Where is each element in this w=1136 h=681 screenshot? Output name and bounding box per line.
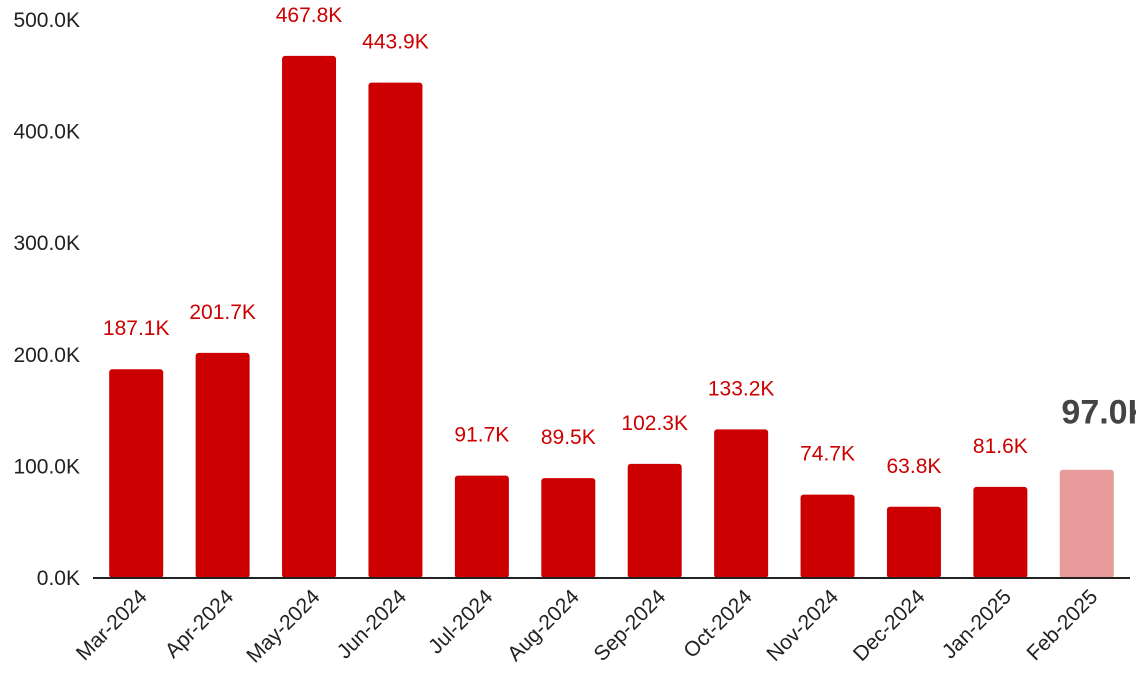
x-tick-label: Sep-2024 bbox=[590, 585, 671, 666]
bar bbox=[886, 506, 941, 578]
x-tick-label: May-2024 bbox=[242, 585, 325, 668]
data-label: 102.3K bbox=[621, 412, 688, 435]
data-label: 63.8K bbox=[887, 455, 942, 478]
x-tick-label: Jan-2025 bbox=[938, 585, 1016, 663]
data-label: 91.7K bbox=[454, 424, 509, 447]
x-tick-label: Jul-2024 bbox=[424, 585, 497, 658]
bar bbox=[109, 369, 164, 578]
x-tick-label: Jun-2024 bbox=[333, 585, 411, 663]
y-tick-label: 300.0K bbox=[13, 232, 80, 255]
bar bbox=[282, 55, 337, 579]
bar bbox=[973, 486, 1028, 578]
x-tick-label: Apr-2024 bbox=[161, 585, 239, 663]
bars bbox=[109, 55, 1114, 579]
bar bbox=[454, 475, 509, 578]
x-tick-label: Oct-2024 bbox=[679, 585, 757, 663]
data-label: 443.9K bbox=[362, 31, 429, 54]
data-label: 89.5K bbox=[541, 426, 596, 449]
x-tick-label: Dec-2024 bbox=[849, 585, 930, 666]
data-label: 187.1K bbox=[103, 317, 170, 340]
data-label: 81.6K bbox=[973, 435, 1028, 458]
x-tick-label: Mar-2024 bbox=[72, 585, 152, 665]
bar bbox=[627, 463, 682, 578]
data-labels: 187.1K 201.7K 467.8K 443.9K 91.7K 89.5K 102.3K… bbox=[103, 4, 1136, 478]
x-axis-labels: Mar-2024 Apr-2024 May-2024 Jun-2024 Jul-2024… bbox=[72, 585, 1102, 668]
bar bbox=[800, 494, 855, 578]
x-tick-label: Feb-2025 bbox=[1022, 585, 1102, 665]
bar bbox=[195, 352, 250, 578]
bar bbox=[541, 478, 596, 578]
data-label: 74.7K bbox=[800, 443, 855, 466]
data-label: 201.7K bbox=[189, 301, 256, 324]
y-tick-label: 200.0K bbox=[13, 344, 80, 367]
data-label: 97.0K bbox=[1061, 394, 1136, 432]
data-label: 467.8K bbox=[276, 4, 343, 27]
bar bbox=[368, 82, 423, 578]
y-tick-label: 100.0K bbox=[13, 455, 80, 478]
x-tick-label: Nov-2024 bbox=[762, 585, 843, 666]
bar bbox=[1059, 469, 1114, 578]
data-label: 133.2K bbox=[708, 377, 775, 400]
x-tick-label: Aug-2024 bbox=[503, 585, 584, 666]
y-tick-label: 400.0K bbox=[13, 121, 80, 144]
bar bbox=[714, 429, 769, 578]
y-tick-label: 500.0K bbox=[13, 9, 80, 32]
y-axis-ticks: 0.0K 100.0K 200.0K 300.0K 400.0K 500.0K bbox=[13, 9, 80, 590]
y-tick-label: 0.0K bbox=[37, 567, 80, 590]
